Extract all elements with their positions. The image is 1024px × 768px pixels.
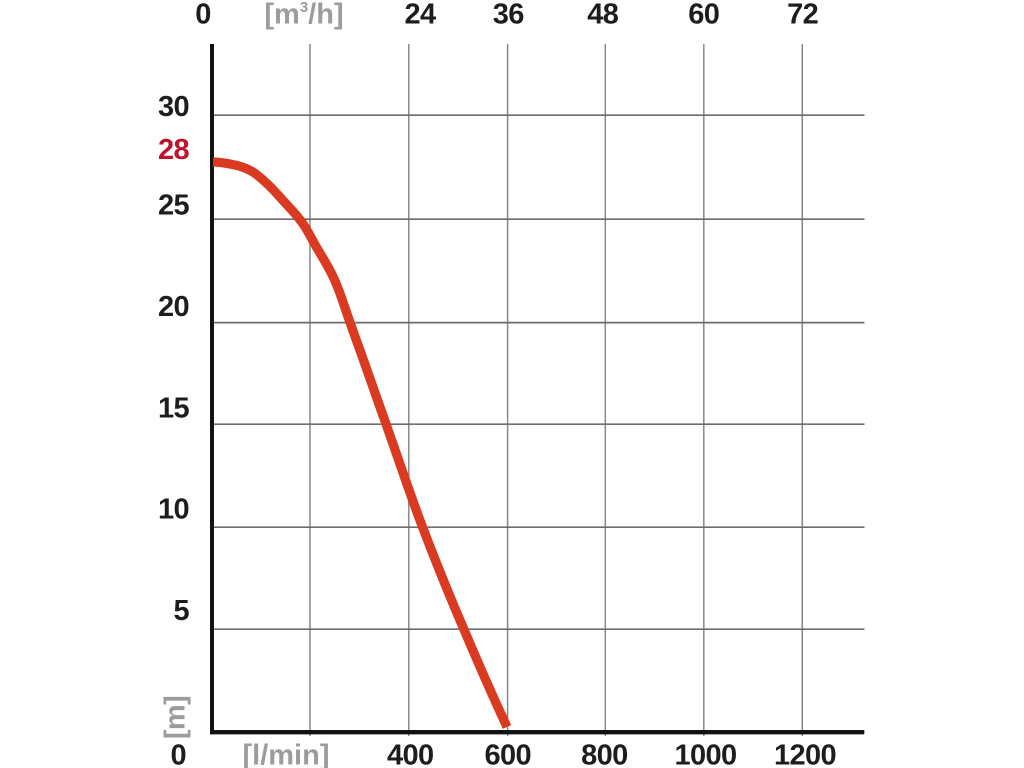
svg-text:36: 36 [493, 0, 525, 31]
svg-text:400: 400 [387, 740, 434, 768]
svg-text:0: 0 [171, 740, 187, 768]
svg-text:1000: 1000 [674, 740, 736, 768]
svg-text:30: 30 [158, 91, 189, 123]
svg-text:28: 28 [158, 134, 190, 166]
svg-text:[l/min]: [l/min] [243, 740, 330, 768]
svg-text:600: 600 [485, 740, 532, 768]
svg-text:5: 5 [173, 595, 189, 627]
svg-text:24: 24 [404, 0, 436, 31]
svg-text:60: 60 [688, 0, 719, 31]
svg-text:48: 48 [587, 0, 619, 31]
svg-text:[m3/h]: [m3/h] [264, 0, 343, 31]
svg-text:[m]: [m] [160, 696, 192, 739]
svg-text:0: 0 [195, 0, 211, 31]
svg-text:15: 15 [158, 393, 190, 425]
svg-text:10: 10 [158, 494, 189, 526]
svg-text:1200: 1200 [774, 740, 836, 768]
svg-text:800: 800 [581, 740, 628, 768]
svg-text:25: 25 [158, 190, 190, 222]
svg-text:20: 20 [158, 291, 189, 323]
svg-text:72: 72 [787, 0, 818, 31]
